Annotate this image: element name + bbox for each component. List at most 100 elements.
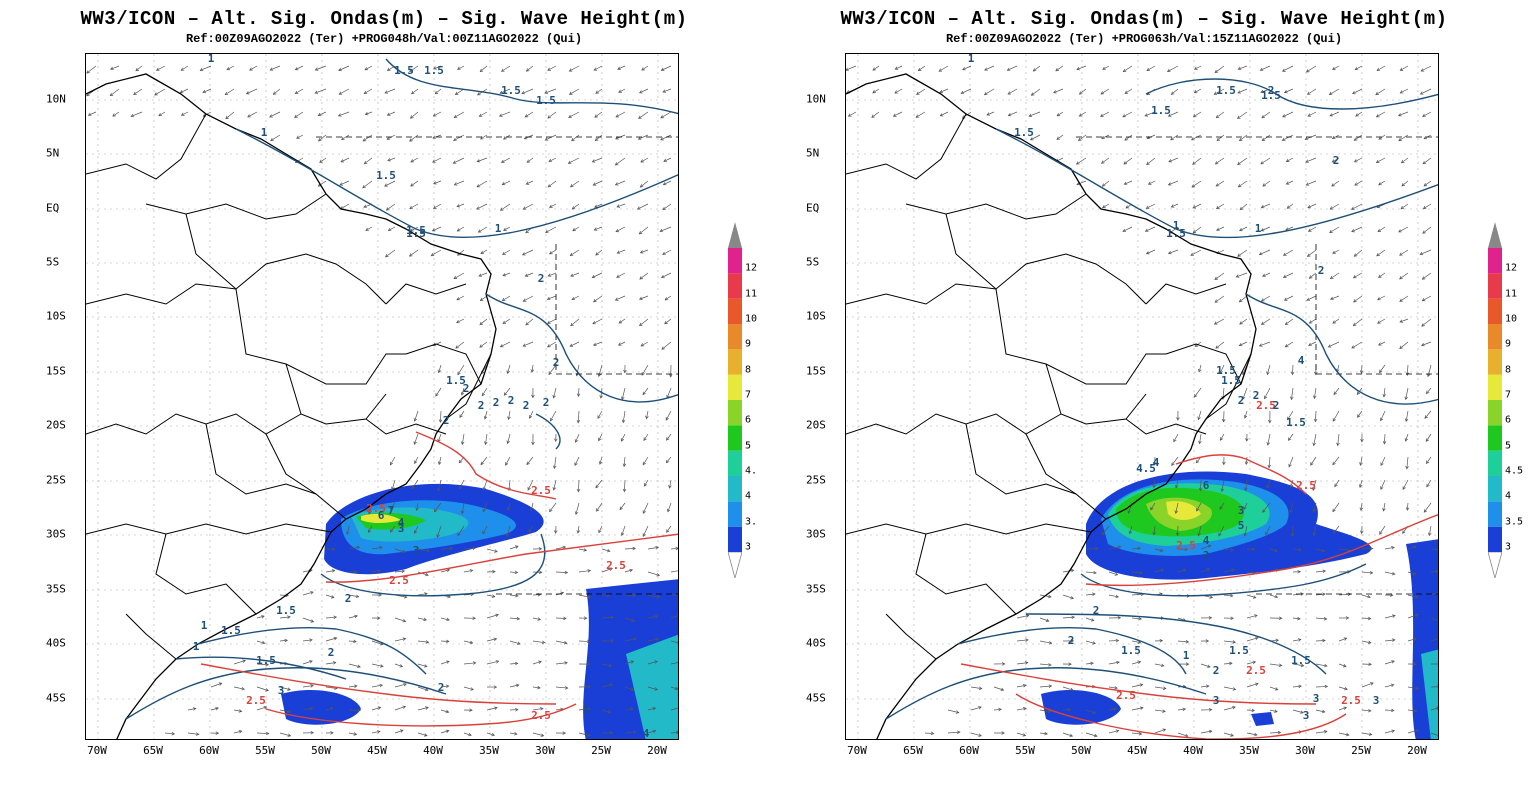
- wind-arrow-head: [399, 729, 404, 733]
- contour-label: 2: [1273, 399, 1280, 412]
- wind-arrow: [1398, 111, 1409, 116]
- colorbar-segment: [728, 450, 742, 476]
- wind-arrow: [1146, 65, 1156, 71]
- wind-arrow-head: [338, 67, 342, 72]
- wind-arrow: [463, 662, 476, 665]
- wind-arrow-head: [643, 482, 648, 487]
- longitude-label: 30W: [535, 744, 555, 757]
- wind-arrow: [1430, 617, 1438, 621]
- wind-arrow: [1175, 479, 1179, 489]
- wind-arrow-head: [1376, 67, 1381, 72]
- wind-arrow: [1261, 318, 1271, 325]
- wind-arrow-head: [1379, 369, 1383, 374]
- wind-arrow: [1196, 502, 1202, 512]
- wind-arrow-head: [1285, 158, 1290, 162]
- wind-arrow-head: [572, 228, 576, 232]
- contour-label: 1.5: [256, 654, 276, 667]
- wind-arrow-head: [1218, 532, 1222, 537]
- wind-arrow: [1354, 157, 1363, 163]
- wind-arrow-head: [597, 415, 601, 419]
- wind-arrow-head: [666, 437, 670, 441]
- wind-arrow: [545, 226, 557, 233]
- wind-arrow: [570, 249, 580, 256]
- wind-arrow: [476, 203, 488, 210]
- wind-arrow: [601, 594, 610, 596]
- wind-arrow: [1288, 456, 1294, 467]
- contour-label: 1: [193, 640, 200, 653]
- wind-arrow-head: [472, 546, 477, 550]
- wind-arrow: [646, 410, 649, 419]
- wind-arrow: [872, 88, 880, 94]
- wind-arrow: [1423, 502, 1432, 513]
- wind-arrow-head: [564, 686, 569, 690]
- wind-arrow-head: [1422, 230, 1426, 234]
- wind-arrow: [549, 502, 557, 512]
- wind-arrow-head: [479, 297, 484, 301]
- wind-arrow-head: [1260, 89, 1264, 94]
- wind-arrow-head: [1359, 370, 1364, 374]
- contour-label: 4: [1203, 534, 1210, 547]
- wind-arrow: [507, 433, 511, 444]
- wind-arrow-head: [1259, 67, 1264, 71]
- wind-arrow: [1246, 571, 1255, 574]
- wind-arrow-head: [424, 687, 429, 692]
- wind-arrow: [482, 525, 488, 534]
- wind-arrow-head: [1237, 66, 1242, 71]
- wind-arrow-head: [215, 731, 220, 735]
- colorbar-label: 12: [745, 262, 758, 274]
- wind-arrow-head: [1375, 159, 1380, 163]
- wind-arrow-head: [502, 273, 507, 277]
- wind-arrow-head: [1423, 183, 1428, 187]
- wind-arrow-head: [526, 461, 530, 466]
- wind-arrow-head: [1399, 67, 1404, 71]
- wind-arrow: [1384, 660, 1395, 665]
- wind-arrow-head: [1332, 250, 1336, 254]
- wind-arrow: [1154, 686, 1166, 689]
- wind-arrow-head: [1354, 66, 1359, 71]
- wind-arrow-head: [1308, 320, 1313, 324]
- wind-arrow-head: [1420, 343, 1425, 347]
- wind-arrow-head: [1260, 161, 1264, 165]
- wind-arrow-head: [1380, 417, 1384, 422]
- wind-arrow-head: [1182, 707, 1187, 712]
- wind-arrow-head: [1070, 596, 1075, 600]
- wind-arrow-head: [660, 115, 664, 119]
- wind-arrow-head: [1238, 137, 1243, 142]
- wind-arrow-head: [1353, 299, 1357, 303]
- longitude-label: 30W: [1295, 744, 1315, 757]
- wind-arrow-head: [592, 182, 597, 186]
- wind-arrow-head: [1115, 729, 1120, 733]
- wind-arrow: [1153, 479, 1156, 488]
- wind-arrow-head: [480, 461, 484, 466]
- wind-arrow: [529, 410, 534, 419]
- wind-arrow-head: [112, 113, 116, 117]
- wind-arrow: [1268, 456, 1271, 468]
- wind-arrow: [647, 594, 660, 598]
- wind-arrow-head: [363, 160, 368, 165]
- contour-label: 2.5: [246, 694, 266, 707]
- wind-arrow: [1291, 387, 1294, 400]
- wind-arrow-head: [1222, 461, 1226, 466]
- wind-arrow: [550, 410, 557, 422]
- wind-arrow-head: [472, 616, 477, 620]
- wind-arrow-head: [287, 709, 292, 714]
- wind-arrow-head: [1075, 161, 1080, 165]
- wind-arrow: [1200, 479, 1202, 491]
- wind-arrow: [507, 364, 511, 374]
- wind-arrow-head: [1184, 547, 1189, 551]
- wind-arrow-head: [1239, 228, 1243, 232]
- wind-arrow-head: [1312, 532, 1316, 537]
- contour-line-blue: [125, 667, 447, 720]
- wind-arrow: [642, 502, 649, 514]
- wind-arrow: [433, 111, 442, 117]
- longitude-label: 35W: [1239, 744, 1259, 757]
- wind-arrow: [440, 410, 442, 423]
- wind-arrow: [960, 88, 972, 94]
- wind-arrow-head: [1398, 229, 1402, 233]
- wind-arrow-head: [640, 159, 644, 163]
- contour-line-blue: [235, 128, 678, 239]
- wind-arrow: [526, 456, 534, 465]
- wind-arrow: [643, 433, 649, 441]
- wind-arrow-head: [547, 273, 552, 277]
- wind-arrow: [1313, 433, 1317, 446]
